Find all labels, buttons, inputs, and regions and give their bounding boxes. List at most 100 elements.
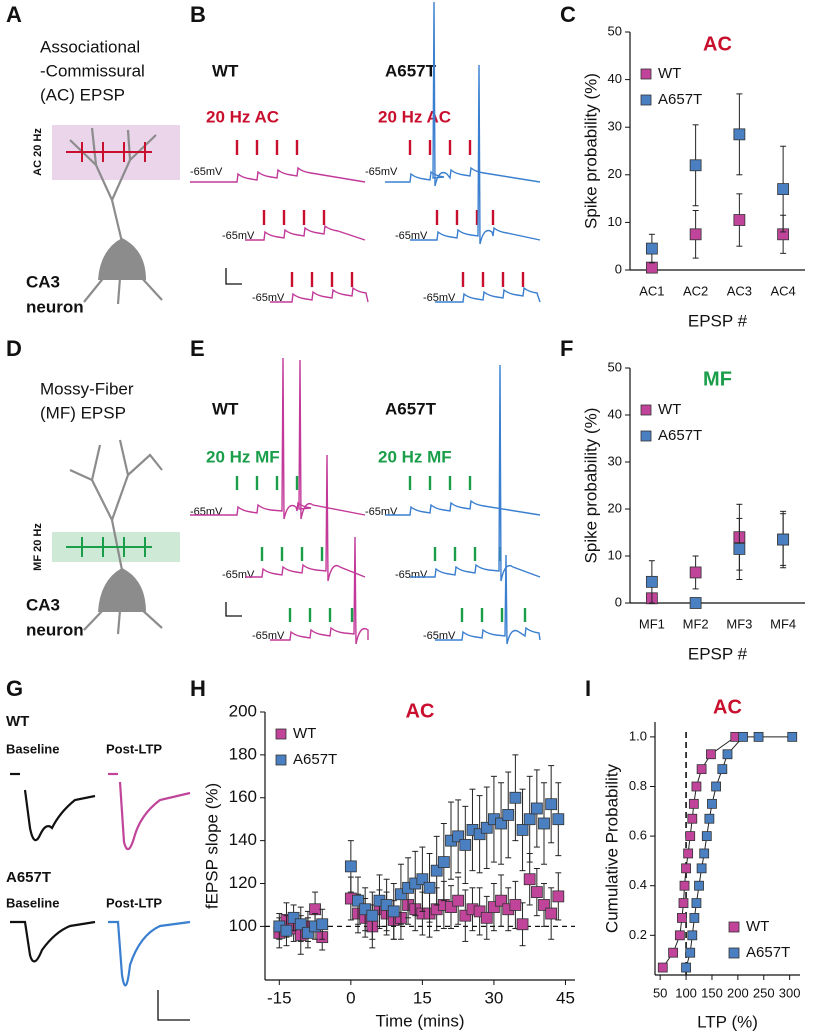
marker <box>681 962 691 973</box>
y-tick-label: 0 <box>615 594 622 609</box>
panel-letter: E <box>190 336 205 361</box>
neuron-soma <box>98 568 146 612</box>
legend-label: WT <box>293 725 316 742</box>
marker <box>777 533 790 546</box>
marker <box>545 907 558 920</box>
condition-label: Post-LTP <box>106 741 162 756</box>
marker <box>645 261 658 274</box>
stim-label: 20 Hz AC <box>378 107 451 126</box>
cell-label: CA3 <box>26 272 60 291</box>
panel-title: (MF) EPSP <box>40 403 126 422</box>
legend-label: WT <box>746 918 769 935</box>
stim-label: MF 20 Hz <box>32 523 44 571</box>
marker <box>395 888 407 901</box>
y-tick-label: 0.6 <box>629 828 647 843</box>
marker <box>538 817 550 830</box>
marker <box>645 575 658 588</box>
marker <box>733 214 746 226</box>
marker <box>352 894 364 907</box>
marker <box>777 183 790 195</box>
panel-letter: I <box>585 676 591 701</box>
marker <box>688 798 699 809</box>
marker <box>516 918 529 931</box>
stim-label: 20 Hz MF <box>378 447 452 466</box>
marker <box>316 918 329 931</box>
legend-swatch <box>640 68 652 80</box>
neuron-dendrites <box>69 127 163 305</box>
marker <box>753 731 764 742</box>
y-tick-label: 1.0 <box>629 728 647 743</box>
chart-title: MF <box>703 368 732 390</box>
marker <box>701 831 712 841</box>
y-tick-label: 20 <box>608 500 622 515</box>
voltage-trace <box>410 64 541 245</box>
marker <box>677 913 687 923</box>
panel-letter: D <box>6 336 22 361</box>
marker <box>685 947 696 958</box>
group-label: A657T <box>385 61 437 80</box>
panel-letter: C <box>560 2 576 27</box>
marker <box>733 543 746 555</box>
legend-swatch <box>728 947 740 959</box>
legend-label: A657T <box>746 944 790 961</box>
marker <box>689 159 702 172</box>
marker <box>488 901 500 914</box>
marker <box>530 802 543 815</box>
potential-label: -65mV <box>190 506 223 518</box>
x-tick-label: 30 <box>484 988 503 1007</box>
marker <box>717 764 728 775</box>
marker <box>552 813 565 826</box>
marker <box>452 830 465 843</box>
y-tick-label: 0 <box>615 261 622 276</box>
condition-label: Baseline <box>6 895 59 910</box>
condition-label: Baseline <box>6 741 59 756</box>
potential-label: -65mV <box>365 506 398 518</box>
x-tick-label: AC1 <box>639 283 664 298</box>
marker <box>678 898 689 908</box>
voltage-trace <box>435 554 541 645</box>
stim-label: 20 Hz MF <box>206 447 280 466</box>
potential-label: -65mV <box>395 569 428 581</box>
y-tick-label: 160 <box>229 787 257 806</box>
y-tick-label: 180 <box>229 744 257 763</box>
group-label: WT <box>6 713 29 730</box>
y-tick-label: 40 <box>608 406 622 421</box>
marker <box>689 597 702 609</box>
legend-swatch <box>640 404 652 416</box>
x-tick-label: AC4 <box>770 283 795 298</box>
scale-bar <box>225 268 242 285</box>
y-tick-label: 0.4 <box>629 877 647 892</box>
marker <box>674 930 685 941</box>
marker <box>707 798 717 809</box>
cell-label: CA3 <box>26 595 60 614</box>
neuron-dendrites <box>69 439 163 635</box>
legend-label: WT <box>658 65 681 82</box>
potential-label: -65mV <box>252 292 285 304</box>
panel-title: Associational <box>40 37 140 56</box>
marker <box>480 821 493 834</box>
y-tick-label: 20 <box>608 166 622 181</box>
x-tick-label: 15 <box>413 988 432 1007</box>
x-tick-label: MF1 <box>639 616 665 631</box>
marker <box>509 899 522 911</box>
marker <box>689 228 702 241</box>
marker <box>787 731 798 742</box>
legend-swatch <box>275 754 287 766</box>
marker <box>430 864 443 877</box>
voltage-trace <box>270 536 369 645</box>
chart-title: AC <box>406 700 435 722</box>
marker <box>699 848 710 859</box>
marker <box>473 828 486 841</box>
marker <box>473 905 486 918</box>
chart-title: AC <box>713 696 742 718</box>
y-tick-label: 100 <box>229 916 257 935</box>
marker <box>685 831 696 841</box>
x-tick-label: AC2 <box>683 283 708 298</box>
y-tick-label: 50 <box>608 359 622 374</box>
panel-letter: G <box>6 676 23 701</box>
marker <box>445 901 457 914</box>
potential-label: -65mV <box>423 292 456 304</box>
marker <box>380 899 393 911</box>
marker <box>738 731 748 742</box>
